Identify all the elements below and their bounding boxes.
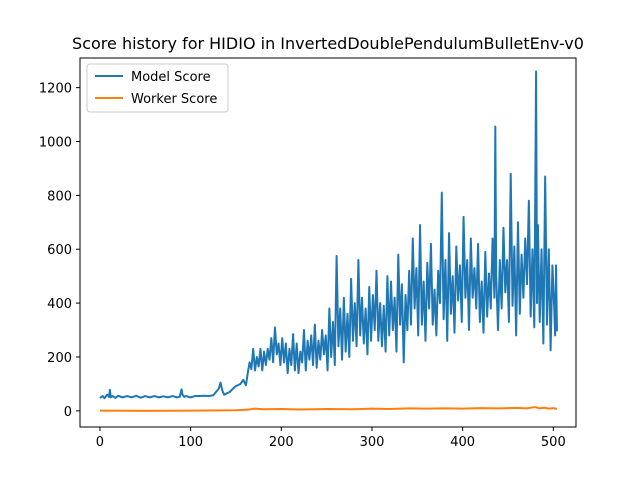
y-tick-label: 1200	[39, 82, 72, 97]
x-tick-label: 0	[96, 435, 104, 450]
y-tick-label: 0	[64, 405, 72, 420]
series-line-model-score	[99, 70, 558, 400]
legend-label-model-score: Model Score	[131, 70, 211, 85]
y-tick-label: 800	[47, 189, 72, 204]
chart-title: Score history for HIDIO in InvertedDoubl…	[72, 34, 584, 53]
y-tick-label: 200	[47, 351, 72, 366]
y-tick-label: 1000	[39, 135, 72, 150]
x-tick-label: 200	[269, 435, 294, 450]
series-line-worker-score	[99, 406, 558, 412]
y-tick-label: 400	[47, 297, 72, 312]
x-tick-label: 300	[360, 435, 385, 450]
x-tick-label: 400	[450, 435, 475, 450]
x-tick-label: 500	[541, 435, 566, 450]
series-layer	[99, 70, 558, 412]
legend-label-worker-score: Worker Score	[131, 92, 217, 107]
legend: Model Score Worker Score	[86, 63, 229, 113]
plot-frame	[79, 57, 577, 428]
y-tick-label: 600	[47, 243, 72, 258]
axes-layer: 0 100 200 300 400 500 0 200 400 600 800 1000 1200	[39, 57, 577, 450]
x-tick-label: 100	[178, 435, 203, 450]
